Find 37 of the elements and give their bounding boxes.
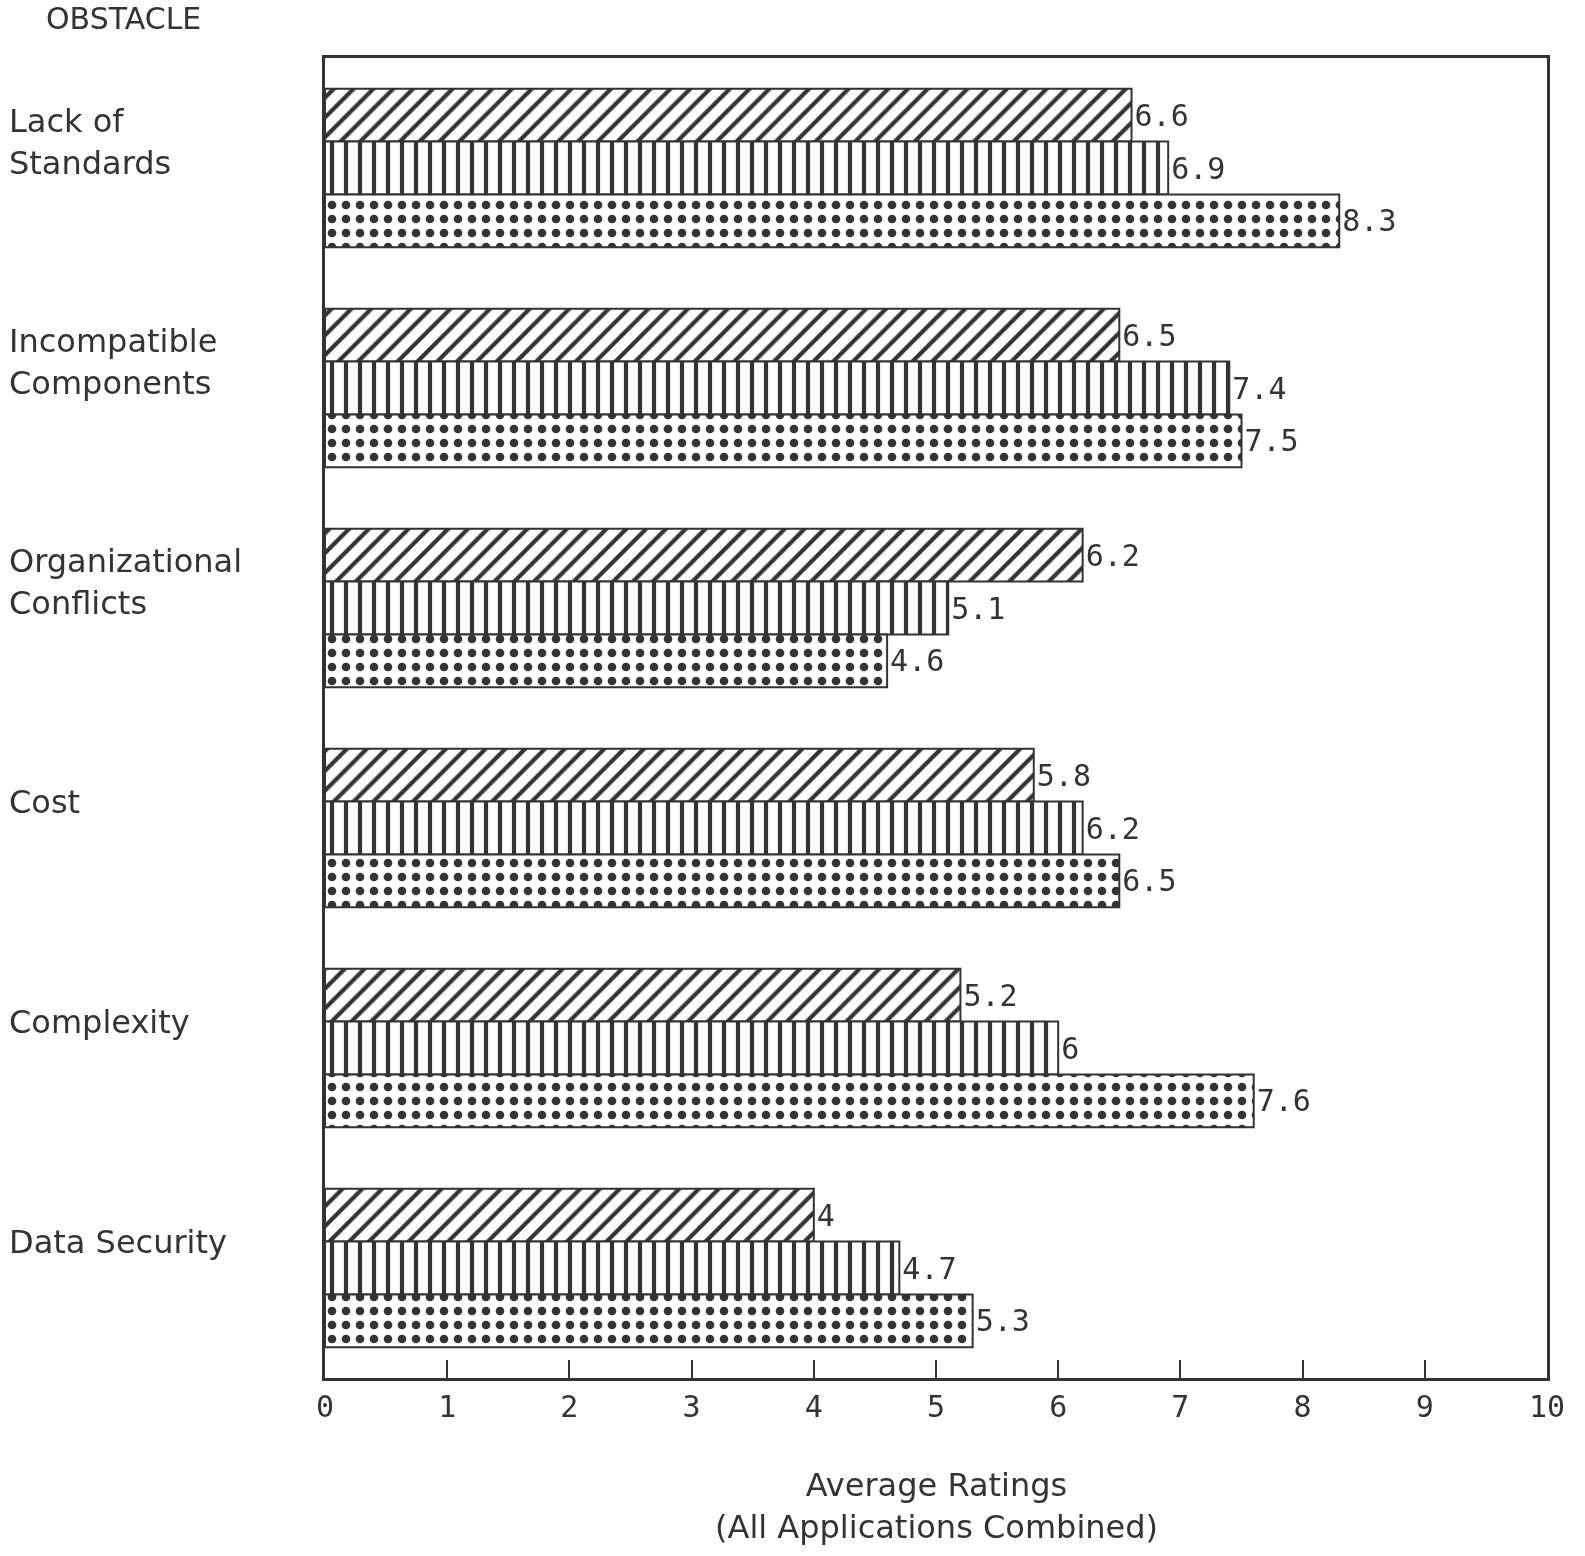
data-label: 5.2 (963, 977, 1018, 1013)
data-label: 6.9 (1171, 150, 1226, 186)
data-label: 6.2 (1085, 810, 1140, 846)
x-tick-label: 5 (926, 1389, 946, 1424)
x-tick-label: 8 (1293, 1389, 1312, 1424)
y-axis-title: OBSTACLE (46, 1, 202, 36)
x-tick-label: 9 (1415, 1389, 1434, 1424)
x-tick-label: 6 (1049, 1389, 1068, 1424)
x-tick-label: 1 (438, 1389, 457, 1424)
data-label: 4.7 (902, 1250, 957, 1286)
y-tick-label: Organizational Conflicts (9, 542, 243, 622)
x-tick-label: 2 (560, 1389, 579, 1424)
y-tick-label: Complexity (9, 1003, 190, 1041)
data-label: 5.8 (1036, 757, 1091, 793)
x-tick-label: 10 (1528, 1389, 1566, 1424)
data-label: 7.6 (1256, 1083, 1311, 1119)
data-label: 5.3 (975, 1303, 1030, 1339)
y-tick-label: Lack of Standards (9, 102, 172, 182)
y-tick-label: Incompatible Components (9, 322, 218, 402)
x-tick-label: 3 (682, 1389, 701, 1424)
x-axis-title: Average Ratings (All Applications Combined) (715, 1466, 1159, 1546)
data-label: 7.4 (1232, 370, 1287, 406)
data-label: 5.1 (951, 590, 1006, 626)
data-label: 8.3 (1342, 203, 1397, 239)
data-label: 6.5 (1122, 863, 1177, 899)
data-label: 6.5 (1122, 317, 1177, 353)
x-tick-label: 0 (315, 1389, 335, 1424)
data-label: 7.5 (1244, 423, 1299, 459)
y-tick-label: Cost (9, 783, 81, 821)
data-label: 6.2 (1085, 537, 1140, 573)
x-tick-label: 4 (804, 1389, 823, 1424)
data-label: 6.6 (1134, 97, 1189, 133)
y-tick-label: Data Security (9, 1223, 227, 1261)
x-tick-label: 7 (1171, 1389, 1190, 1424)
data-label: 6 (1061, 1030, 1080, 1066)
data-label: 4.6 (890, 643, 945, 679)
data-label: 4 (816, 1197, 835, 1233)
